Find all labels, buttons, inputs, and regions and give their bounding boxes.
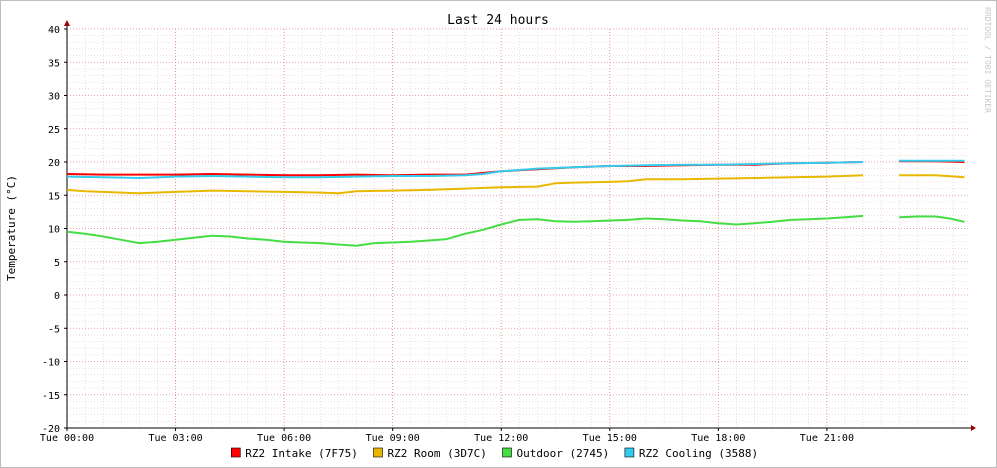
y-tick-label: 5	[54, 258, 60, 269]
legend: RZ2 Intake (7F75) RZ2 Room (3D7C) Outdoor …	[231, 447, 758, 460]
x-tick-label: Tue 00:00	[40, 433, 94, 444]
legend-swatch	[231, 447, 241, 458]
watermark: RRDTOOL / TOBI OETIKER	[983, 7, 992, 113]
y-axis-label: Temperature (°C)	[5, 175, 18, 281]
y-axis-arrow-icon	[64, 20, 70, 26]
legend-swatch	[502, 447, 512, 458]
x-tick-label: Tue 06:00	[257, 433, 311, 444]
y-tick-label: 20	[48, 158, 60, 169]
y-tick-label: 25	[48, 125, 60, 136]
y-tick-label: 30	[48, 92, 60, 103]
y-tick-label: 15	[48, 191, 60, 202]
legend-swatch	[373, 447, 383, 458]
legend-label: Outdoor (2745)	[517, 447, 610, 460]
x-tick-label: Tue 15:00	[583, 433, 637, 444]
chart-title: Last 24 hours	[447, 13, 549, 28]
y-tick-label: -15	[42, 391, 60, 402]
y-tick-label: 40	[48, 25, 60, 36]
grid	[66, 28, 968, 429]
y-tick-label: 0	[54, 291, 60, 302]
y-tick-label: -20	[42, 424, 60, 435]
legend-label: RZ2 Room (3D7C)	[388, 447, 487, 460]
x-axis-arrow-icon	[971, 425, 976, 431]
y-tick-label: 35	[48, 58, 60, 69]
series-line-2	[66, 214, 965, 247]
x-tick-label: Tue 12:00	[474, 433, 528, 444]
x-tick-label: Tue 03:00	[148, 433, 202, 444]
legend-label: RZ2 Intake (7F75)	[245, 447, 358, 460]
y-tick-label: 10	[48, 225, 60, 236]
series-line-3	[66, 159, 965, 179]
legend-label: RZ2 Cooling (3588)	[639, 447, 758, 460]
y-tick-label: -10	[42, 358, 60, 369]
x-tick-label: Tue 21:00	[800, 433, 854, 444]
legend-swatch	[624, 447, 635, 458]
series-line-1	[66, 174, 965, 195]
axes: -20 -15 -10 -5 0 5 10 15 20 25 30 35 40 Tue 00:00 Tue …	[40, 20, 976, 444]
x-tick-label: Tue 18:00	[691, 433, 745, 444]
y-tick-label: -5	[48, 324, 60, 335]
series-lines	[66, 159, 965, 247]
x-tick-label: Tue 09:00	[366, 433, 420, 444]
